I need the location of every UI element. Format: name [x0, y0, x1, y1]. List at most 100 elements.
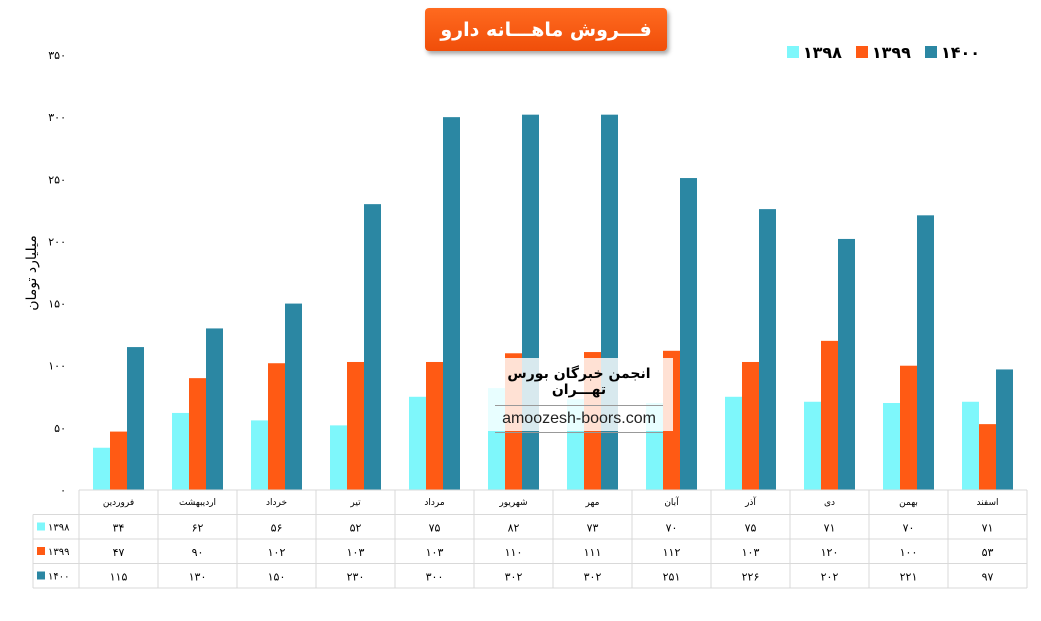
legend-item-1398: ۱۳۹۸	[786, 42, 842, 62]
category-label: آذر	[744, 496, 756, 508]
data-label: ۷۱	[982, 522, 994, 535]
data-label: ۷۱	[824, 522, 836, 535]
y-tick-label: ۱۰۰	[48, 360, 66, 373]
bar-1398	[93, 447, 110, 490]
bar-1398	[251, 420, 268, 490]
watermark-url: amoozesh-boors.com	[502, 410, 656, 427]
data-label: ۲۲۱	[900, 571, 918, 584]
legend-item-1399: ۱۳۹۹	[855, 42, 911, 62]
bar-1400	[285, 303, 302, 490]
data-label: ۶۲	[192, 522, 204, 535]
y-tick-label: ۳۵۰	[48, 49, 66, 62]
table-series-label: ۱۳۹۹	[48, 547, 69, 558]
data-label: ۱۰۰	[900, 546, 918, 559]
bar-1399	[426, 361, 443, 490]
category-label: تیر	[349, 498, 361, 508]
bar-1399	[347, 361, 364, 490]
bar-1399	[979, 424, 996, 490]
data-label: ۱۲۰	[821, 546, 839, 559]
legend-label-1398: ۱۳۹۸	[802, 42, 842, 62]
category-label: دی	[824, 498, 835, 508]
data-label: ۳۰۰	[426, 571, 444, 584]
table-legend-swatch	[37, 547, 45, 555]
data-label: ۲۰۲	[821, 571, 839, 584]
bar-1398	[804, 401, 821, 490]
category-label: مرداد	[424, 498, 444, 508]
category-label: اردیبهشت	[179, 498, 216, 508]
legend-item-1400: ۱۴۰۰	[924, 42, 980, 62]
data-label: ۷۳	[587, 522, 599, 535]
data-label: ۱۳۰	[189, 571, 207, 584]
watermark-title: انجمن خبرگان بورس تهـــران	[507, 366, 651, 398]
table-series-label: ۱۴۰۰	[48, 572, 69, 583]
category-label: آبان	[664, 496, 679, 508]
bar-1399	[110, 431, 127, 490]
bar-1400	[838, 238, 855, 490]
y-tick-label: ۲۵۰	[48, 173, 66, 186]
data-label: ۲۵۱	[663, 571, 681, 584]
bar-1399	[268, 363, 285, 490]
bar-1399	[742, 361, 759, 490]
data-label: ۷۰	[666, 522, 678, 535]
legend-label-1400: ۱۴۰۰	[940, 42, 980, 62]
legend-label-1399: ۱۳۹۹	[871, 42, 911, 62]
data-label: ۱۰۳	[347, 546, 365, 559]
bar-1400	[443, 117, 460, 491]
data-label: ۵۳	[982, 546, 994, 559]
watermark: انجمن خبرگان بورس تهـــران amoozesh-boor…	[485, 358, 673, 433]
bar-1400	[601, 114, 618, 491]
legend-swatch-1400	[924, 46, 937, 58]
bar-1399	[900, 365, 917, 490]
watermark-divider	[495, 405, 663, 406]
bar-1399	[189, 378, 206, 490]
data-label: ۳۴	[113, 522, 125, 535]
data-label: ۸۲	[508, 522, 520, 535]
bar-1398	[330, 425, 347, 490]
data-label: ۷۰	[903, 522, 915, 535]
data-label: ۳۰۲	[505, 571, 523, 584]
table-legend-swatch	[37, 522, 45, 531]
bar-1400	[127, 347, 144, 490]
bar-1398	[883, 403, 900, 490]
chart-title: فـــروش ماهـــانه دارو	[425, 8, 667, 51]
category-label: فروردین	[103, 498, 134, 508]
data-label: ۱۱۲	[663, 546, 681, 559]
table-legend-swatch	[37, 571, 45, 580]
category-label: خرداد	[266, 498, 287, 508]
bar-1398	[725, 396, 742, 490]
data-label: ۵۶	[271, 522, 283, 535]
y-tick-label: ۳۰۰	[48, 111, 66, 124]
y-tick-label: ۱۵۰	[48, 298, 66, 311]
category-label: بهمن	[899, 498, 918, 508]
data-label: ۷۵	[745, 522, 757, 535]
data-label: ۱۰۳	[426, 546, 444, 559]
data-label: ۱۱۰	[505, 546, 523, 559]
data-label: ۱۵۰	[268, 571, 286, 584]
bar-1400	[522, 114, 539, 491]
data-label: ۹۰	[192, 546, 204, 559]
data-label: ۲۳۰	[347, 571, 365, 584]
data-label: ۹۷	[982, 571, 994, 584]
bar-1399	[821, 340, 838, 490]
data-label: ۱۱۵	[110, 571, 128, 584]
bar-1398	[172, 412, 189, 490]
category-label: شهریور	[498, 498, 527, 508]
bar-1400	[759, 209, 776, 490]
bar-1400	[996, 369, 1013, 490]
data-label: ۲۲۶	[742, 571, 760, 584]
data-label: ۵۲	[350, 522, 362, 535]
data-label: ۴۷	[113, 546, 125, 559]
legend-swatch-1398	[786, 46, 799, 58]
data-label: ۱۰۲	[268, 546, 286, 559]
y-tick-label: ۰	[60, 484, 66, 497]
bar-1400	[364, 204, 381, 490]
legend: ۱۴۰۰ ۱۳۹۹ ۱۳۹۸	[780, 40, 980, 64]
category-label: اسفند	[976, 498, 998, 508]
bar-1400	[680, 178, 697, 491]
data-label: ۳۰۲	[584, 571, 602, 584]
data-label: ۱۱۱	[584, 546, 602, 559]
legend-swatch-1399	[855, 46, 868, 58]
bar-1398	[409, 396, 426, 490]
bar-1400	[206, 328, 223, 490]
